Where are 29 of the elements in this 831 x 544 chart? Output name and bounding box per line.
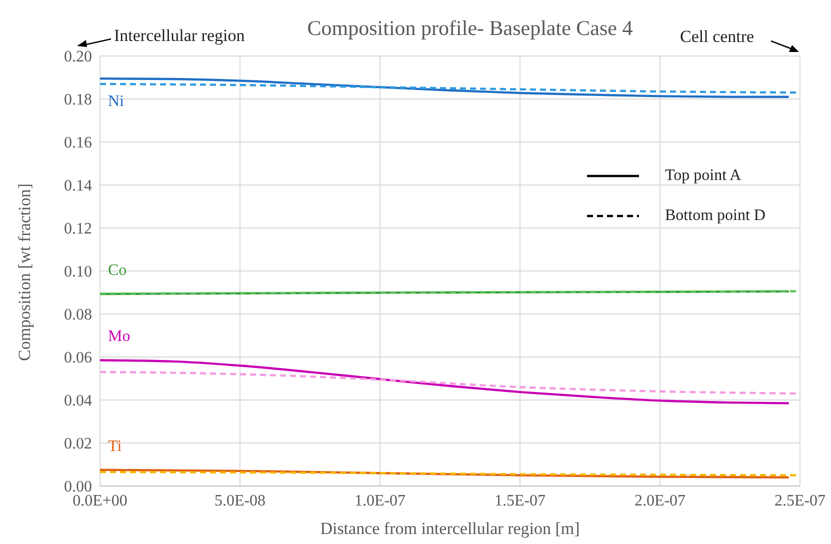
- y-tick-label: 0.12: [64, 220, 92, 238]
- y-tick-label: 0.06: [64, 350, 92, 367]
- legend-label: Top point A: [665, 167, 742, 185]
- y-tick-label: 0.04: [64, 392, 92, 410]
- x-tick-label: 2.5E-07: [774, 492, 826, 510]
- line-series: [100, 468, 790, 478]
- x-tick-label: 1.0E-07: [354, 492, 406, 510]
- y-tick-label: 0.10: [64, 264, 92, 281]
- line-series: [100, 359, 790, 404]
- x-axis-title: Distance from intercellular region [m]: [320, 519, 580, 538]
- x-tick-label: 1.5E-07: [494, 492, 546, 510]
- chart-title: Composition profile- Baseplate Case 4: [307, 16, 633, 40]
- annotation: Ti: [108, 436, 122, 457]
- y-tick-label: 0.14: [64, 178, 92, 195]
- annotation: Co: [108, 261, 127, 281]
- y-tick-label: 0.02: [64, 436, 92, 453]
- x-tick-label: 5.0E-08: [214, 492, 266, 510]
- y-tick-label: 0.18: [64, 92, 92, 109]
- annotation: Ni: [108, 92, 124, 112]
- y-tick-label: 0.20: [64, 48, 92, 66]
- y-axis-title: Composition [wt fraction]: [15, 183, 34, 361]
- annotation: Mo: [108, 327, 130, 348]
- y-tick-label: 0.16: [64, 134, 92, 152]
- text: Intercellular region: [114, 26, 245, 46]
- text: Cell centre: [680, 27, 754, 47]
- line-series: [100, 370, 800, 395]
- y-tick-label: 0.08: [64, 306, 92, 324]
- legend-label: Bottom point D: [665, 207, 766, 225]
- x-tick-label: 2.0E-07: [634, 492, 686, 510]
